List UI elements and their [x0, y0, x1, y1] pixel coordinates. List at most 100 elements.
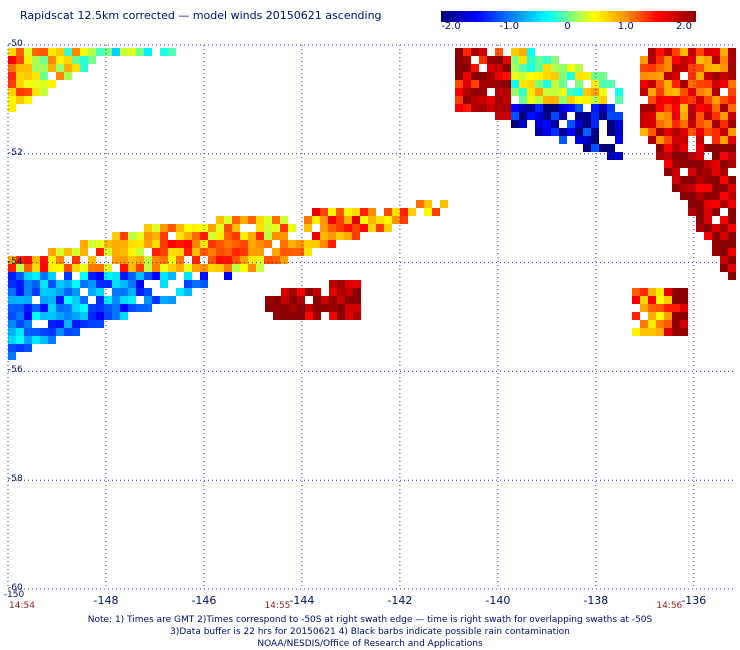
wind-cell [72, 320, 80, 328]
wind-cell [96, 288, 104, 296]
wind-cell [664, 80, 672, 88]
wind-cell [200, 280, 208, 288]
wind-cell [720, 224, 728, 232]
wind-cell [672, 312, 680, 320]
wind-cell [176, 264, 184, 272]
wind-cell [216, 216, 224, 224]
wind-cell [176, 232, 184, 240]
wind-cell [272, 248, 280, 256]
wind-cell [728, 120, 736, 128]
wind-cell [424, 208, 432, 216]
wind-cell [535, 96, 543, 104]
corner-lon-label: -150 [3, 590, 25, 600]
wind-cell [543, 56, 551, 64]
wind-cell [192, 224, 200, 232]
wind-cell [640, 64, 648, 72]
colorbar-tick-label: 1.0 [617, 21, 634, 32]
wind-cell [96, 48, 104, 56]
longitude-label: -138 [583, 594, 609, 607]
wind-cell [583, 128, 591, 136]
wind-cell [559, 128, 567, 136]
colorbar-tick-label: -1.0 [499, 21, 520, 32]
wind-cell [64, 320, 72, 328]
wind-cell [615, 88, 623, 96]
wind-cell [704, 232, 712, 240]
wind-cell [656, 104, 664, 112]
wind-cell [599, 88, 607, 96]
graticule [7, 44, 733, 590]
wind-cell [575, 112, 583, 120]
wind-cell [535, 128, 543, 136]
wind-cell [664, 96, 672, 104]
wind-cell [680, 128, 688, 136]
wind-cell [160, 240, 168, 248]
wind-cell [32, 312, 40, 320]
wind-cell [696, 152, 704, 160]
wind-cell [160, 232, 168, 240]
wind-cell [575, 80, 583, 88]
wind-cell [48, 256, 56, 264]
wind-cell [313, 288, 321, 296]
wind-cell [184, 264, 192, 272]
time-label: 14:56 [656, 601, 683, 611]
wind-cell [672, 296, 680, 304]
wind-cell [656, 48, 664, 56]
wind-cell [88, 320, 96, 328]
wind-cell [32, 72, 40, 80]
wind-cell [511, 112, 519, 120]
wind-cell [688, 88, 696, 96]
wind-cell [408, 208, 416, 216]
wind-cell [112, 312, 120, 320]
wind-cell [495, 56, 503, 64]
wind-cell [104, 304, 112, 312]
wind-cell [471, 104, 479, 112]
wind-cell [336, 232, 344, 240]
wind-cell [712, 240, 720, 248]
wind-cell [337, 280, 345, 288]
wind-cell [599, 72, 607, 80]
wind-cell [144, 304, 152, 312]
wind-cell [56, 264, 64, 272]
wind-cell [128, 256, 136, 264]
wind-cell [40, 88, 48, 96]
wind-cell [672, 104, 680, 112]
wind-cell [96, 320, 104, 328]
wind-cell [615, 120, 623, 128]
wind-cell [575, 88, 583, 96]
wind-cell [16, 328, 24, 336]
colorbar-tick-label: 2.0 [676, 21, 692, 32]
wind-cell [16, 344, 24, 352]
wind-cell [672, 304, 680, 312]
wind-cell [96, 272, 104, 280]
wind-cell [712, 208, 720, 216]
wind-cell [240, 240, 248, 248]
wind-cell [664, 312, 672, 320]
wind-cell [8, 72, 16, 80]
wind-cell [88, 256, 96, 264]
wind-cell [672, 112, 680, 120]
wind-cell [416, 200, 424, 208]
wind-cell [672, 152, 680, 160]
wind-cell [575, 104, 583, 112]
wind-cell [24, 72, 32, 80]
latitude-label: -50 [8, 39, 23, 49]
wind-cell [543, 120, 551, 128]
wind-cell [648, 72, 656, 80]
wind-cell [728, 64, 736, 72]
wind-cell [664, 288, 672, 296]
wind-cell [265, 304, 273, 312]
wind-cell [432, 208, 440, 216]
wind-cell [353, 304, 361, 312]
wind-cell [120, 280, 128, 288]
wind-cell [368, 216, 376, 224]
wind-cell [455, 88, 463, 96]
wind-cell [672, 160, 680, 168]
wind-cell [272, 224, 280, 232]
wind-cell [224, 256, 232, 264]
wind-cell [680, 184, 688, 192]
wind-cell [575, 136, 583, 144]
wind-cell [688, 192, 696, 200]
wind-cell [216, 224, 224, 232]
wind-cell [345, 312, 353, 320]
wind-cell [680, 64, 688, 72]
